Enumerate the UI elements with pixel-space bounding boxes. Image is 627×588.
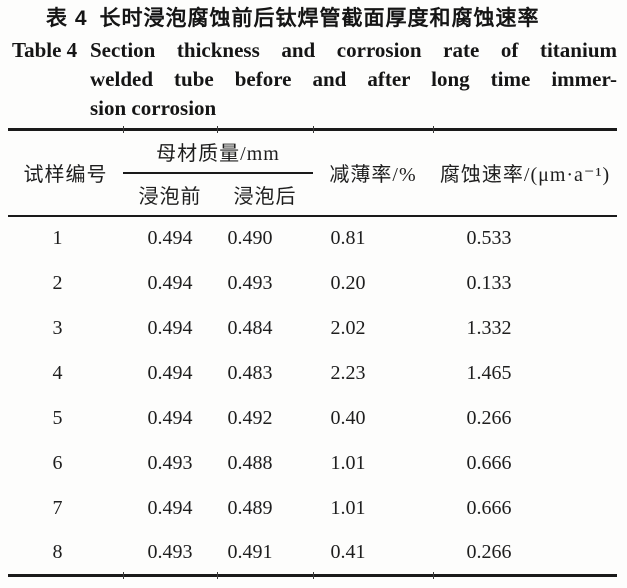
cell-sample: 4: [52, 361, 63, 384]
table-row: 7 0.494 0.489 1.01 0.666: [8, 486, 617, 531]
cell-thinning: 1.01: [330, 451, 366, 474]
table-row: 8 0.493 0.491 0.41 0.266: [8, 531, 617, 576]
cell-thinning: 0.41: [330, 540, 366, 563]
cell-thinning: 2.23: [330, 361, 366, 384]
table-body: 1 0.494 0.490 0.81 0.533 2 0.494 0.493 0.20 0.133…: [8, 216, 617, 576]
table-number-zh: 表 4: [46, 7, 88, 30]
table-title-en-line-1: Section thickness and corrosion rate of …: [90, 38, 617, 62]
col-header-sample-id: 试样编号: [23, 164, 108, 187]
column-tick: [123, 126, 124, 133]
col-header-thinning-rate: 减薄率/%: [329, 164, 417, 187]
cell-before: 0.493: [147, 451, 193, 474]
cell-sample: 2: [52, 271, 63, 294]
cell-before: 0.493: [147, 540, 193, 563]
cell-sample: 6: [52, 451, 63, 474]
cell-rate: 1.465: [466, 361, 512, 384]
column-tick: [217, 572, 218, 579]
cell-after: 0.483: [227, 361, 273, 384]
cell-sample: 8: [52, 540, 63, 563]
cell-rate: 0.266: [466, 540, 512, 563]
col-header-corrosion-rate: 腐蚀速率/(μm·a⁻¹): [439, 164, 611, 187]
cell-after: 0.488: [227, 451, 273, 474]
cell-sample: 1: [52, 227, 63, 249]
cell-rate: 0.133: [466, 271, 512, 294]
column-tick: [217, 126, 218, 133]
table-title-en-lines: Section thickness and corrosion rate of …: [90, 36, 617, 123]
table-row: 4 0.494 0.483 2.23 1.465: [8, 351, 617, 396]
cell-after: 0.492: [227, 406, 273, 429]
cell-before: 0.494: [147, 496, 193, 519]
cell-rate: 0.533: [466, 227, 512, 249]
cell-after: 0.493: [227, 271, 273, 294]
header-row-2: 浸泡前 浸泡后: [8, 173, 617, 216]
cell-rate: 0.666: [466, 496, 512, 519]
table-title-zh-text: 长时浸泡腐蚀前后钛焊管截面厚度和腐蚀速率: [99, 7, 540, 30]
cell-before: 0.494: [147, 361, 193, 384]
table-row: 3 0.494 0.484 2.02 1.332: [8, 306, 617, 351]
cell-rate: 0.666: [466, 451, 512, 474]
cell-before: 0.494: [147, 271, 193, 294]
table-header: 试样编号 母材质量/mm 减薄率/% 腐蚀速率/(μm·a⁻¹) 浸泡前 浸泡后: [8, 129, 618, 216]
cell-rate: 1.332: [466, 316, 512, 339]
col-header-after-immersion: 浸泡后: [233, 185, 297, 208]
column-tick: [313, 572, 314, 579]
table-row: 6 0.493 0.488 1.01 0.666: [8, 441, 617, 486]
cell-sample: 3: [52, 316, 63, 339]
table-number-en: Table 4: [12, 38, 78, 62]
table-title-zh: 表 4 长时浸泡腐蚀前后钛焊管截面厚度和腐蚀速率: [0, 5, 627, 33]
table-row: 2 0.494 0.493 0.20 0.133: [8, 261, 617, 306]
column-tick: [313, 126, 314, 133]
col-header-base-material: 母材质量/mm: [123, 129, 314, 174]
column-tick: [433, 126, 434, 133]
column-tick: [433, 572, 434, 579]
table-title-en-line-2: welded tube before and after long time i…: [90, 67, 617, 91]
cell-after: 0.484: [227, 316, 273, 339]
cell-after: 0.490: [227, 227, 273, 249]
cell-thinning: 2.02: [330, 316, 366, 339]
column-tick: [123, 572, 124, 579]
cell-thinning: 1.01: [330, 496, 366, 519]
cell-before: 0.494: [147, 406, 193, 429]
cell-thinning: 0.40: [330, 406, 366, 429]
header-row-1: 试样编号 母材质量/mm 减薄率/% 腐蚀速率/(μm·a⁻¹): [8, 129, 617, 186]
cell-after: 0.491: [227, 540, 273, 563]
cell-thinning: 0.20: [330, 271, 366, 294]
table-row: 5 0.494 0.492 0.40 0.266: [8, 396, 617, 441]
cell-before: 0.494: [147, 227, 193, 249]
cell-thinning: 0.81: [330, 227, 366, 249]
table-row: 1 0.494 0.490 0.81 0.533: [8, 216, 617, 261]
data-table-wrap: 试样编号 母材质量/mm 减薄率/% 腐蚀速率/(μm·a⁻¹) 浸泡前 浸泡后…: [8, 126, 618, 579]
cell-sample: 7: [52, 496, 63, 519]
data-table: 试样编号 母材质量/mm 减薄率/% 腐蚀速率/(μm·a⁻¹) 浸泡前 浸泡后…: [8, 128, 618, 577]
cell-rate: 0.266: [466, 406, 512, 429]
cell-sample: 5: [52, 406, 63, 429]
cell-before: 0.494: [147, 316, 193, 339]
table-title-en-line-3: sion corrosion: [90, 96, 217, 120]
table-title-en: Table 4 Section thickness and corrosion …: [0, 36, 627, 123]
col-header-before-immersion: 浸泡前: [138, 185, 202, 208]
cell-after: 0.489: [227, 496, 273, 519]
